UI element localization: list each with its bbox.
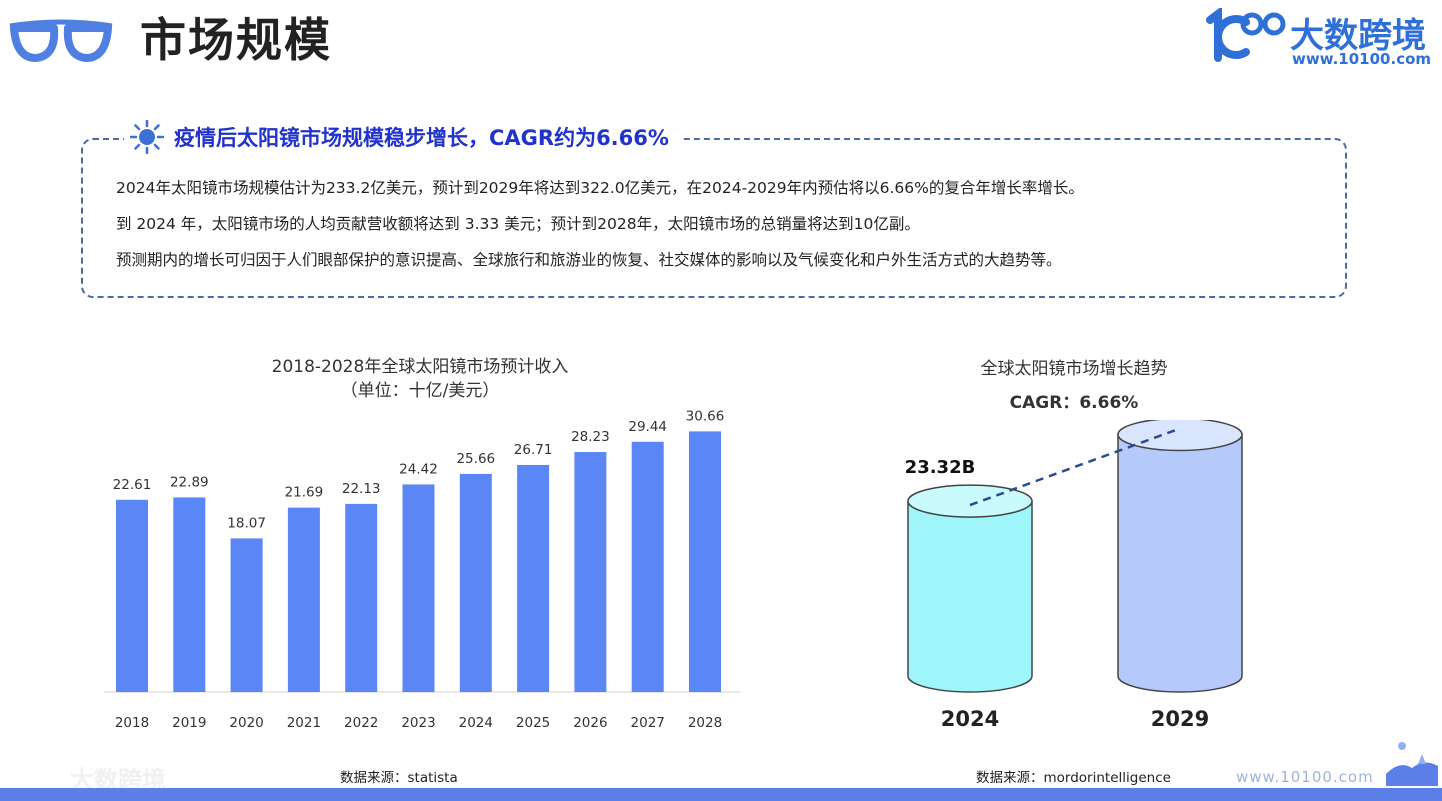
bar-value-label: 22.89 <box>170 474 209 490</box>
x-tick-label: 2022 <box>344 715 378 731</box>
x-tick-label: 2026 <box>573 715 607 731</box>
bar-value-label: 26.71 <box>514 442 553 458</box>
glasses-icon <box>9 19 113 62</box>
cylinder-chart-subtitle: CAGR：6.66% <box>1009 393 1139 413</box>
cylinder-body <box>1117 433 1243 693</box>
cylinder-chart: 23.32B202432.20B2029 <box>905 420 1243 731</box>
x-tick-label: 2018 <box>115 715 149 731</box>
x-tick-label: 2025 <box>516 715 550 731</box>
headline-text: 疫情后太阳镜市场规模稳步增长，CAGR约为6.66% <box>174 126 669 150</box>
bar-chart-subtitle: （单位：十亿/美元） <box>340 381 500 401</box>
bar <box>116 499 148 692</box>
sun-icon <box>130 120 164 154</box>
bar <box>287 507 320 692</box>
bar-value-label: 30.66 <box>686 408 725 424</box>
cylinder-year-label: 2024 <box>941 707 999 731</box>
x-tick-label: 2020 <box>229 715 263 731</box>
brand-name: 大数跨境 <box>1290 16 1426 56</box>
bar <box>459 473 492 692</box>
cylinder-value-label: 23.32B <box>905 457 976 478</box>
bar-chart-source: 数据来源：statista <box>340 770 458 786</box>
summary-paragraph-1: 2024年太阳镜市场规模估计为233.2亿美元，预计到2029年将达到322.0… <box>116 179 1084 197</box>
bar-value-label: 25.66 <box>456 451 495 467</box>
cylinder-top <box>1117 420 1243 452</box>
landscape-icon <box>1386 742 1438 786</box>
x-tick-label: 2028 <box>688 715 722 731</box>
x-tick-label: 2024 <box>459 715 493 731</box>
bar-value-label: 18.07 <box>227 515 266 531</box>
bar <box>631 441 664 692</box>
bar-value-label: 21.69 <box>285 485 324 501</box>
bar-value-label: 22.13 <box>342 481 381 497</box>
footer-bar <box>0 788 1442 801</box>
bar-chart: 22.61 2018 22.89 2019 18.07 2020 21.69 2021 22.1… <box>104 408 740 731</box>
cylinder-2029 <box>1117 420 1243 693</box>
cylinder-body <box>907 500 1033 693</box>
bar-value-label: 29.44 <box>628 419 667 435</box>
bar <box>402 484 435 692</box>
x-tick-label: 2023 <box>401 715 435 731</box>
brand-logo <box>1206 8 1286 62</box>
trend-line <box>969 427 1181 507</box>
x-tick-label: 2021 <box>287 715 321 731</box>
bar-value-label: 24.42 <box>399 461 438 477</box>
page-title: 市场规模 <box>140 13 332 67</box>
footer-url: www.10100.com <box>1236 768 1374 786</box>
x-tick-label: 2027 <box>631 715 665 731</box>
cylinder-chart-source: 数据来源：mordorintelligence <box>976 770 1171 786</box>
bar <box>173 497 206 692</box>
bar-value-label: 22.61 <box>113 477 152 493</box>
bar <box>689 431 721 692</box>
cylinder-2024 <box>907 484 1033 693</box>
cylinder-chart-title: 全球太阳镜市场增长趋势 <box>980 359 1168 379</box>
summary-paragraph-2: 到 2024 年，太阳镜市场的人均贡献营收额将达到 3.33 美元；预计到202… <box>116 215 920 233</box>
summary-box <box>81 138 1347 298</box>
bar <box>517 464 550 692</box>
summary-paragraph-3: 预测期内的增长可归因于人们眼部保护的意识提高、全球旅行和旅游业的恢复、社交媒体的… <box>116 251 1062 269</box>
bar <box>574 452 607 692</box>
bar-chart-title: 2018-2028年全球太阳镜市场预计收入 <box>271 357 569 377</box>
x-tick-label: 2019 <box>172 715 206 731</box>
summary-headline: 疫情后太阳镜市场规模稳步增长，CAGR约为6.66% <box>124 118 683 156</box>
bar <box>345 503 378 692</box>
cylinder-year-label: 2029 <box>1151 707 1209 731</box>
brand-url: www.10100.com <box>1292 50 1432 68</box>
bar-value-label: 28.23 <box>571 429 610 445</box>
bar <box>230 538 263 692</box>
